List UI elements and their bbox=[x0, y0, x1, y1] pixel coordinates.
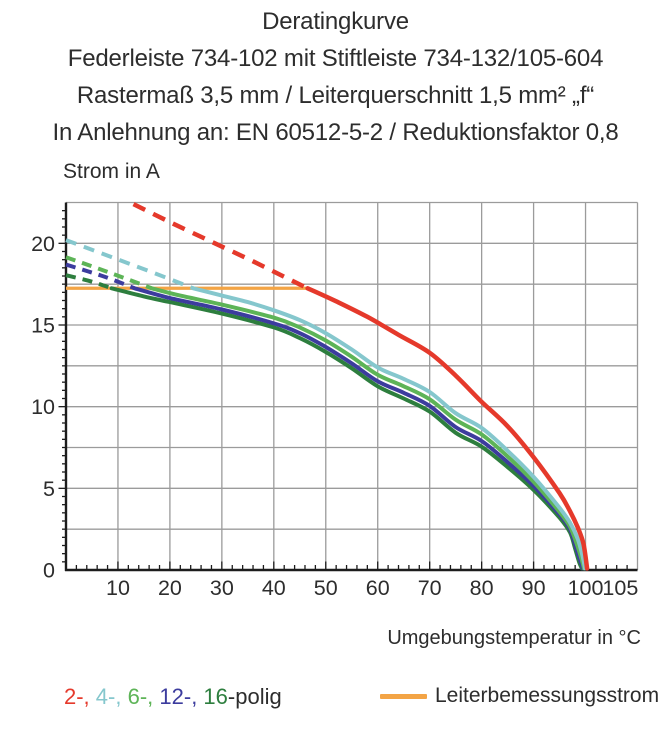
svg-text:105: 105 bbox=[602, 576, 638, 600]
svg-text:0: 0 bbox=[43, 559, 55, 583]
pole-count-label: 6-, bbox=[121, 684, 154, 709]
title-block: Deratingkurve Federleiste 734-102 mit St… bbox=[0, 3, 671, 151]
svg-text:80: 80 bbox=[470, 576, 494, 600]
svg-text:100: 100 bbox=[568, 576, 604, 600]
title-line-standard: In Anlehnung an: EN 60512-5-2 / Reduktio… bbox=[52, 119, 619, 146]
pole-count-label: 16 bbox=[197, 684, 228, 709]
svg-text:70: 70 bbox=[418, 576, 442, 600]
svg-text:30: 30 bbox=[210, 576, 234, 600]
pole-count-label: 12-, bbox=[153, 684, 198, 709]
pole-count-label: 4-, bbox=[89, 684, 122, 709]
svg-text:50: 50 bbox=[314, 576, 338, 600]
svg-text:20: 20 bbox=[31, 232, 55, 256]
svg-text:10: 10 bbox=[31, 395, 55, 419]
svg-text:60: 60 bbox=[366, 576, 390, 600]
svg-text:40: 40 bbox=[262, 576, 286, 600]
svg-text:90: 90 bbox=[522, 576, 546, 600]
poles-legend: 2-, 4-, 6-, 12-, 16-polig bbox=[64, 684, 282, 710]
title-line-product: Federleiste 734-102 mit Stiftleiste 734-… bbox=[67, 45, 604, 72]
rated-current-legend: Leiterbemessungsstrom bbox=[380, 684, 659, 708]
rated-current-line-swatch bbox=[380, 693, 427, 699]
chart-title: Deratingkurve bbox=[262, 8, 409, 35]
svg-text:20: 20 bbox=[158, 576, 182, 600]
rated-current-label: Leiterbemessungsstrom bbox=[435, 684, 660, 707]
x-axis-title: Umgebungstemperatur in °C bbox=[387, 627, 641, 649]
y-axis-title: Strom in A bbox=[63, 160, 160, 183]
pole-count-label: 2-, bbox=[64, 684, 90, 709]
title-line-spec: Rastermaß 3,5 mm / Leiterquerschnitt 1,5… bbox=[76, 82, 595, 109]
svg-text:10: 10 bbox=[106, 576, 130, 600]
svg-text:5: 5 bbox=[43, 477, 55, 501]
poles-legend-suffix: -polig bbox=[227, 684, 282, 709]
poles-legend-items: 2-, 4-, 6-, 12-, 16 bbox=[64, 684, 228, 709]
svg-text:15: 15 bbox=[31, 314, 55, 338]
